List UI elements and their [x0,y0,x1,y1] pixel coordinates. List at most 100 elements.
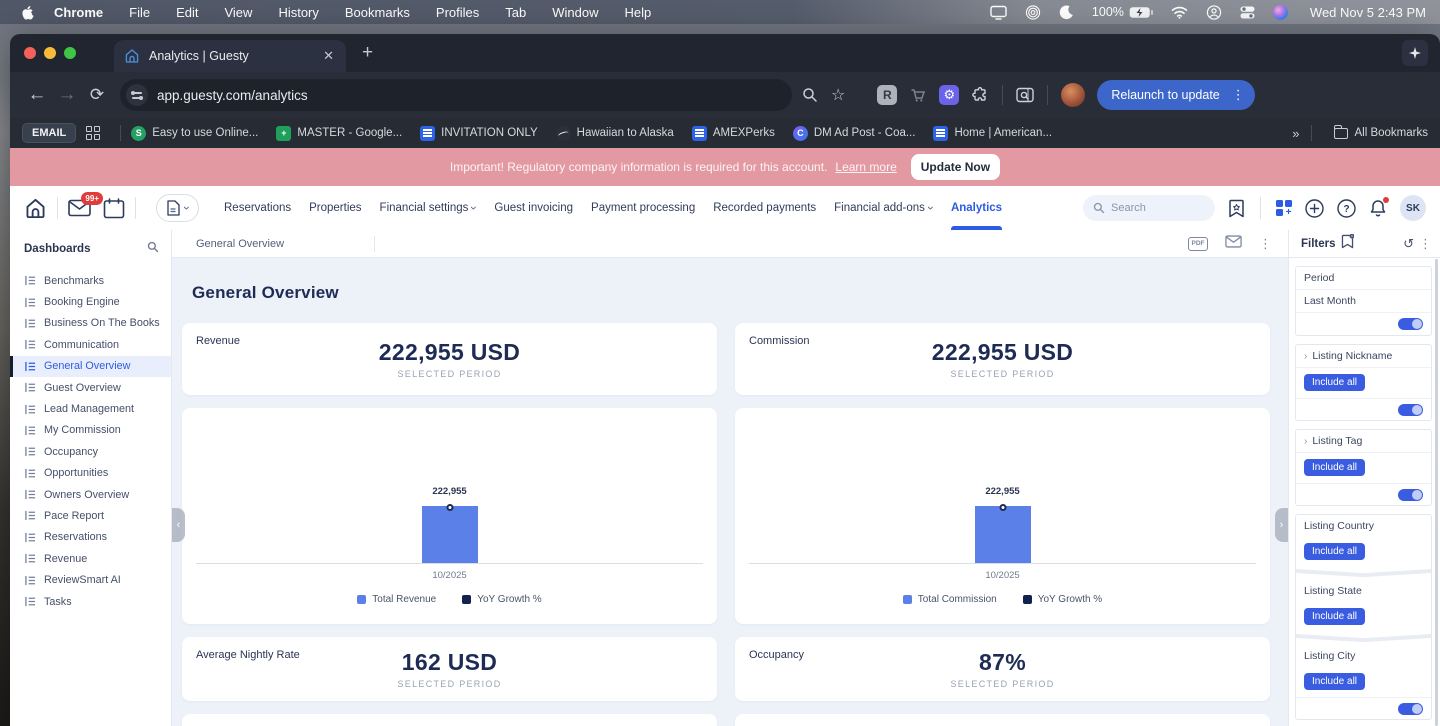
browser-tab[interactable]: Analytics | Guesty ✕ [114,40,346,72]
menu-file[interactable]: File [129,5,150,20]
apple-logo-icon[interactable] [22,4,36,20]
battery-status[interactable]: 100% [1092,5,1153,20]
export-pdf-icon[interactable]: PDF [1188,237,1208,251]
create-new-icon[interactable] [1305,199,1324,218]
relaunch-to-update-button[interactable]: Relaunch to update ⋮ [1097,80,1254,110]
menu-bookmarks[interactable]: Bookmarks [345,5,410,20]
yoy-point-marker[interactable] [446,504,453,511]
nav-properties[interactable]: Properties [300,186,370,230]
bookmark-item[interactable]: CDM Ad Post - Coa... [793,126,916,141]
apps-grid-icon[interactable] [86,126,100,140]
home-icon[interactable] [24,197,47,220]
listing-tag-toggle[interactable] [1398,489,1423,501]
calendar-icon[interactable] [103,198,125,219]
menu-edit[interactable]: Edit [176,5,198,20]
extensions-puzzle-icon[interactable] [972,87,989,104]
site-settings-icon[interactable] [126,84,148,106]
nav-reservations[interactable]: Reservations [215,186,300,230]
bookmark-item[interactable]: AMEXPerks [692,126,775,141]
saved-views-icon[interactable] [1228,199,1245,218]
display-icon[interactable] [990,5,1007,20]
nav-financial-add-ons[interactable]: Financial add-ons› [825,186,942,230]
extension-r-icon[interactable]: R [877,85,897,105]
new-tab-button[interactable]: + [362,42,373,64]
menu-history[interactable]: History [278,5,318,20]
sidebar-item-tasks[interactable]: Tasks [10,591,171,612]
menu-window[interactable]: Window [552,5,598,20]
dashboard-menu-kebab-icon[interactable]: ⋮ [1259,236,1272,252]
tab-search-button[interactable] [1402,40,1428,66]
sidebar-item-reviewsmart-ai[interactable]: ReviewSmart AI [10,569,171,590]
bookmark-item[interactable]: Home | American... [933,126,1052,141]
bookmarks-overflow-chevron[interactable]: » [1292,126,1300,141]
screen-mirroring-icon[interactable] [1025,5,1041,20]
reset-filters-icon[interactable]: ↺ [1403,236,1414,252]
sidebar-item-benchmarks[interactable]: Benchmarks [10,270,171,291]
sidebar-item-owners-overview[interactable]: Owners Overview [10,484,171,505]
sidebar-item-business-on-the-books[interactable]: Business On The Books [10,313,171,334]
listing-tag-header[interactable]: ›Listing Tag [1296,430,1431,453]
bookmark-folder-email[interactable]: EMAIL [22,123,76,143]
sidebar-item-pace-report[interactable]: Pace Report [10,505,171,526]
bookmark-item[interactable]: Hawaiian to Alaska [556,126,674,141]
menu-tab[interactable]: Tab [505,5,526,20]
sidebar-item-booking-engine[interactable]: Booking Engine [10,291,171,312]
commission-bar[interactable] [975,506,1031,563]
period-value-select[interactable]: Last Month [1296,290,1431,313]
reload-button[interactable]: ⟳ [82,85,112,105]
all-bookmarks-button[interactable]: All Bookmarks [1334,127,1429,139]
legend-yoy-growth[interactable]: YoY Growth % [462,594,541,605]
learn-more-link[interactable]: Learn more [835,160,896,174]
listing-location-toggle[interactable] [1398,703,1423,715]
bookmark-item[interactable]: +MASTER - Google... [276,126,402,141]
extension-cart-icon[interactable] [910,87,926,103]
bookmark-item[interactable]: INVITATION ONLY [420,126,537,141]
sidebar-item-guest-overview[interactable]: Guest Overview [10,377,171,398]
yoy-point-marker[interactable] [999,504,1006,511]
filters-collapse-handle[interactable]: › [1275,508,1288,542]
menu-view[interactable]: View [224,5,252,20]
include-all-chip[interactable]: Include all [1304,673,1365,690]
include-all-chip[interactable]: Include all [1304,459,1365,476]
listing-state-label[interactable]: Listing State [1296,580,1431,602]
profile-avatar[interactable] [1061,83,1085,107]
sidebar-item-my-commission[interactable]: My Commission [10,420,171,441]
bookmark-item[interactable]: SEasy to use Online... [131,126,258,141]
sidebar-search-icon[interactable] [147,240,159,258]
revenue-bar[interactable] [422,506,478,563]
include-all-chip[interactable]: Include all [1304,543,1365,560]
nav-analytics[interactable]: Analytics [942,186,1011,230]
bookmark-star-icon[interactable]: ☆ [831,85,845,105]
include-all-chip[interactable]: Include all [1304,374,1365,391]
include-all-chip[interactable]: Include all [1304,608,1365,625]
zoom-page-icon[interactable] [802,87,818,103]
forward-button[interactable]: → [52,84,82,106]
sidebar-item-communication[interactable]: Communication [10,334,171,355]
tab-close-icon[interactable]: ✕ [321,48,336,64]
save-filter-bookmark-icon[interactable] [1341,234,1354,254]
sidebar-item-reservations[interactable]: Reservations [10,527,171,548]
sidebar-item-lead-management[interactable]: Lead Management [10,398,171,419]
global-search[interactable] [1083,195,1215,221]
filters-scrollbar[interactable] [1435,259,1438,726]
update-now-button[interactable]: Update Now [911,154,1000,180]
url-text[interactable]: app.guesty.com/analytics [157,88,308,103]
sidebar-item-revenue[interactable]: Revenue [10,548,171,569]
period-toggle[interactable] [1398,318,1423,330]
search-tabs-panel-icon[interactable] [1016,87,1034,103]
user-account-icon[interactable] [1206,5,1222,20]
apps-launcher-icon[interactable]: + [1276,200,1292,216]
address-bar[interactable]: app.guesty.com/analytics [120,79,792,111]
email-report-icon[interactable] [1225,235,1242,253]
help-icon[interactable]: ? [1337,199,1356,218]
nav-recorded-payments[interactable]: Recorded payments [704,186,825,230]
menu-app-name[interactable]: Chrome [54,5,103,20]
user-avatar[interactable]: SK [1400,195,1426,221]
listing-nickname-header[interactable]: ›Listing Nickname [1296,345,1431,368]
sidebar-item-opportunities[interactable]: Opportunities [10,463,171,484]
nav-financial-settings[interactable]: Financial settings› [371,186,486,230]
sidebar-item-occupancy[interactable]: Occupancy [10,441,171,462]
listing-country-label[interactable]: Listing Country [1296,515,1431,537]
legend-yoy-growth[interactable]: YoY Growth % [1023,594,1102,605]
reports-menu-button[interactable]: › [156,194,199,222]
